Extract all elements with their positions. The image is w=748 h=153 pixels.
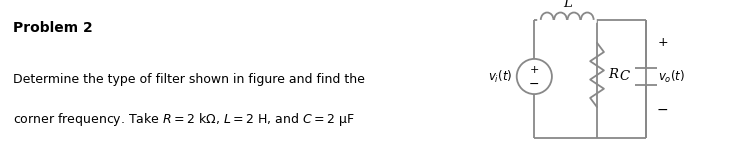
Text: −: −	[529, 78, 539, 91]
Text: Problem 2: Problem 2	[13, 21, 94, 35]
Text: corner frequency. Take $R = 2$ kΩ, $L = 2$ H, and $C = 2$ μF: corner frequency. Take $R = 2$ kΩ, $L = …	[13, 111, 355, 128]
Text: R: R	[607, 69, 618, 81]
Text: Determine the type of filter shown in figure and find the: Determine the type of filter shown in fi…	[13, 73, 365, 86]
Text: L: L	[562, 0, 571, 10]
Text: C: C	[619, 70, 629, 83]
Text: +: +	[657, 36, 668, 49]
Text: $v_o(t)$: $v_o(t)$	[658, 68, 685, 85]
Text: $v_i(t)$: $v_i(t)$	[488, 68, 512, 85]
Text: −: −	[657, 103, 669, 117]
Text: +: +	[530, 65, 539, 75]
